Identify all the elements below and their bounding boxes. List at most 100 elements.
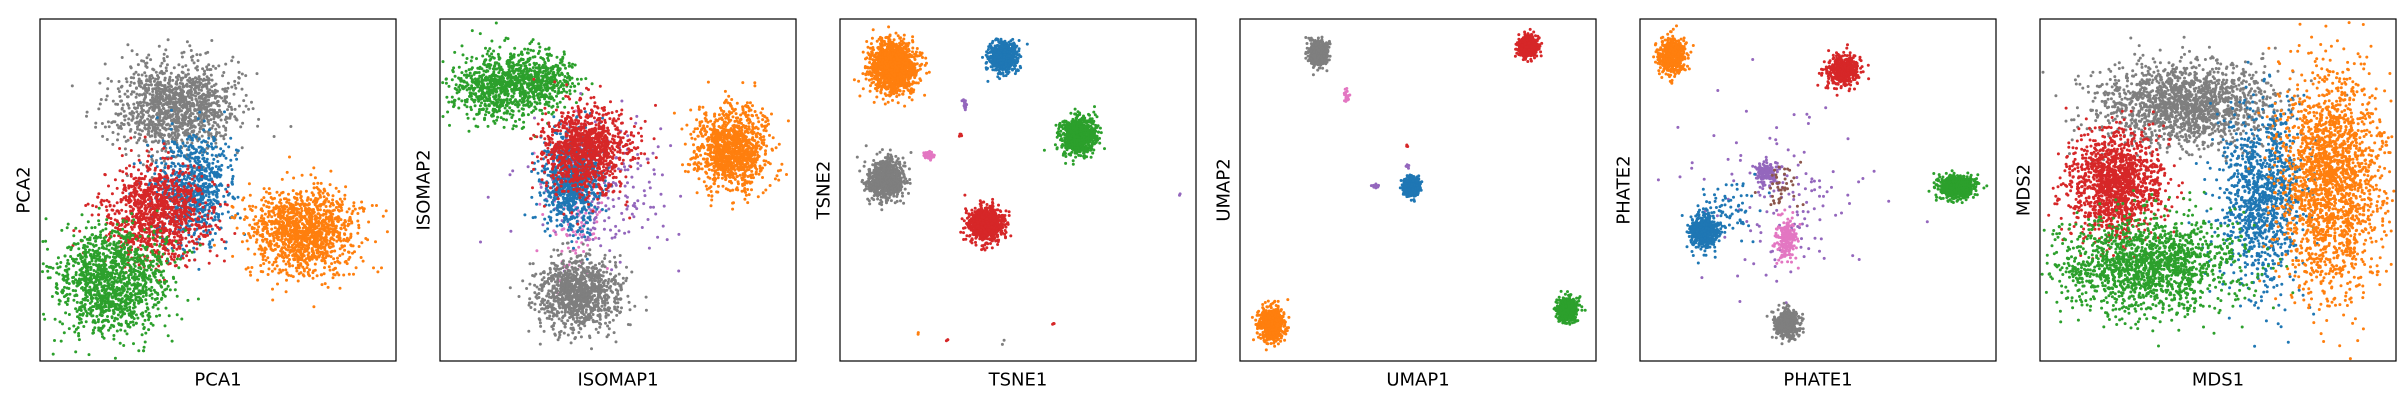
scatter-point: [160, 69, 164, 73]
scatter-point: [119, 255, 123, 258]
scatter-point: [149, 208, 153, 212]
scatter-point: [116, 308, 120, 312]
scatter-point: [131, 114, 135, 118]
scatter-point: [285, 170, 289, 174]
scatter-point: [100, 327, 104, 330]
scatter-point: [147, 86, 151, 90]
scatter-point: [227, 105, 231, 108]
scatter-point: [154, 204, 158, 208]
scatter-point: [353, 207, 357, 211]
scatter-point: [226, 193, 230, 197]
scatter-point: [256, 124, 260, 128]
scatter-point: [212, 218, 215, 222]
scatter-point: [174, 240, 178, 243]
scatter-point: [125, 215, 129, 219]
scatter-point: [102, 336, 106, 340]
scatter-point: [162, 280, 166, 284]
scatter-point: [177, 230, 181, 234]
scatter-point: [165, 95, 169, 99]
scatter-point: [92, 331, 95, 335]
scatter-point: [174, 224, 178, 228]
scatter-point: [182, 191, 186, 195]
scatter-point: [175, 143, 179, 147]
scatter-point: [134, 321, 138, 325]
scatter-point: [74, 350, 78, 354]
scatter-point: [162, 57, 166, 60]
scatter-point: [59, 261, 63, 264]
scatter-point: [114, 255, 118, 259]
scatter-point: [147, 318, 151, 322]
scatter-point: [143, 126, 147, 130]
scatter-point: [216, 160, 220, 163]
scatter-point: [107, 248, 111, 252]
scatter-point: [240, 72, 244, 76]
scatter-point: [160, 296, 164, 300]
scatter-point: [165, 237, 169, 241]
scatter-point: [190, 58, 194, 62]
scatter-point: [188, 91, 192, 95]
scatter-point: [201, 201, 205, 205]
scatter-point: [125, 243, 129, 247]
scatter-point: [115, 317, 119, 321]
scatter-point: [173, 140, 177, 144]
scatter-point: [117, 322, 121, 326]
scatter-point: [90, 233, 94, 237]
scatter-point: [190, 156, 194, 160]
scatter-point: [201, 242, 205, 246]
scatter-point: [151, 93, 155, 97]
scatter-point: [196, 68, 199, 72]
scatter-point: [106, 87, 110, 91]
scatter-point: [117, 80, 121, 83]
scatter-point: [149, 185, 153, 188]
scatter-point: [196, 158, 200, 162]
scatter-point: [312, 305, 316, 309]
scatter-point: [133, 272, 137, 276]
scatter-point: [125, 172, 128, 176]
scatter-point: [79, 238, 83, 242]
scatter-point: [211, 180, 215, 184]
scatter-point: [121, 103, 125, 107]
scatter-point: [120, 208, 124, 212]
scatter-point: [112, 319, 116, 323]
scatter-point: [160, 61, 164, 65]
scatter-point: [130, 118, 134, 122]
scatter-point: [134, 176, 138, 180]
scatter-point: [124, 262, 128, 266]
scatter-point: [107, 184, 110, 188]
scatter-point: [91, 204, 95, 208]
scatter-point: [77, 338, 81, 342]
scatter-point: [84, 282, 88, 286]
scatter-point: [141, 278, 145, 282]
scatter-point: [127, 259, 131, 263]
scatter-point: [151, 96, 155, 100]
scatter-point: [195, 223, 199, 227]
scatter-point: [149, 260, 153, 264]
scatter-point: [149, 280, 153, 284]
scatter-point: [99, 233, 102, 237]
scatter-point: [74, 327, 78, 331]
scatter-point: [165, 257, 169, 261]
scatter-point: [200, 166, 204, 170]
scatter-point: [207, 95, 211, 99]
scatter-point: [162, 230, 166, 234]
scatter-point: [186, 72, 190, 76]
scatter-point: [93, 321, 97, 325]
scatter-point: [200, 147, 204, 151]
scatter-point: [110, 192, 114, 196]
scatter-point: [184, 64, 188, 68]
scatter-point: [126, 103, 130, 107]
scatter-point: [164, 117, 168, 121]
scatter-point: [182, 85, 186, 89]
scatter-point: [84, 291, 88, 295]
scatter-point: [212, 101, 216, 105]
scatter-point: [106, 270, 110, 274]
scatter-point: [272, 260, 276, 264]
scatter-point: [130, 90, 134, 94]
scatter-point: [146, 117, 150, 121]
scatter-point: [44, 217, 48, 221]
scatter-point: [181, 71, 185, 75]
scatter-point: [344, 185, 348, 189]
scatter-point: [313, 268, 317, 272]
scatter-point: [90, 226, 94, 230]
scatter-point: [154, 215, 158, 219]
